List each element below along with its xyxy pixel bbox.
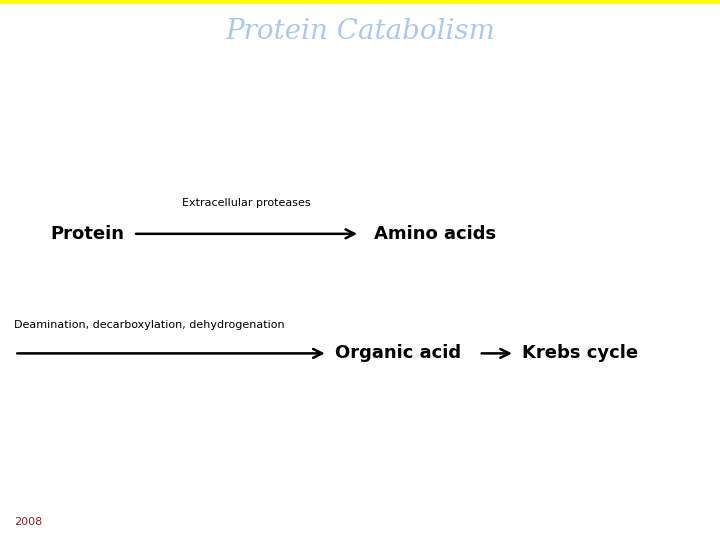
Text: Protein Catabolism: Protein Catabolism (225, 18, 495, 45)
Text: Krebs cycle: Krebs cycle (522, 345, 638, 362)
Text: Deamination, decarboxylation, dehydrogenation: Deamination, decarboxylation, dehydrogen… (14, 320, 285, 329)
Text: Extracellular proteases: Extracellular proteases (182, 198, 311, 208)
Text: 2008: 2008 (14, 517, 42, 527)
Text: Organic acid: Organic acid (335, 345, 461, 362)
Text: Protein: Protein (50, 225, 125, 243)
Text: Amino acids: Amino acids (374, 225, 497, 243)
